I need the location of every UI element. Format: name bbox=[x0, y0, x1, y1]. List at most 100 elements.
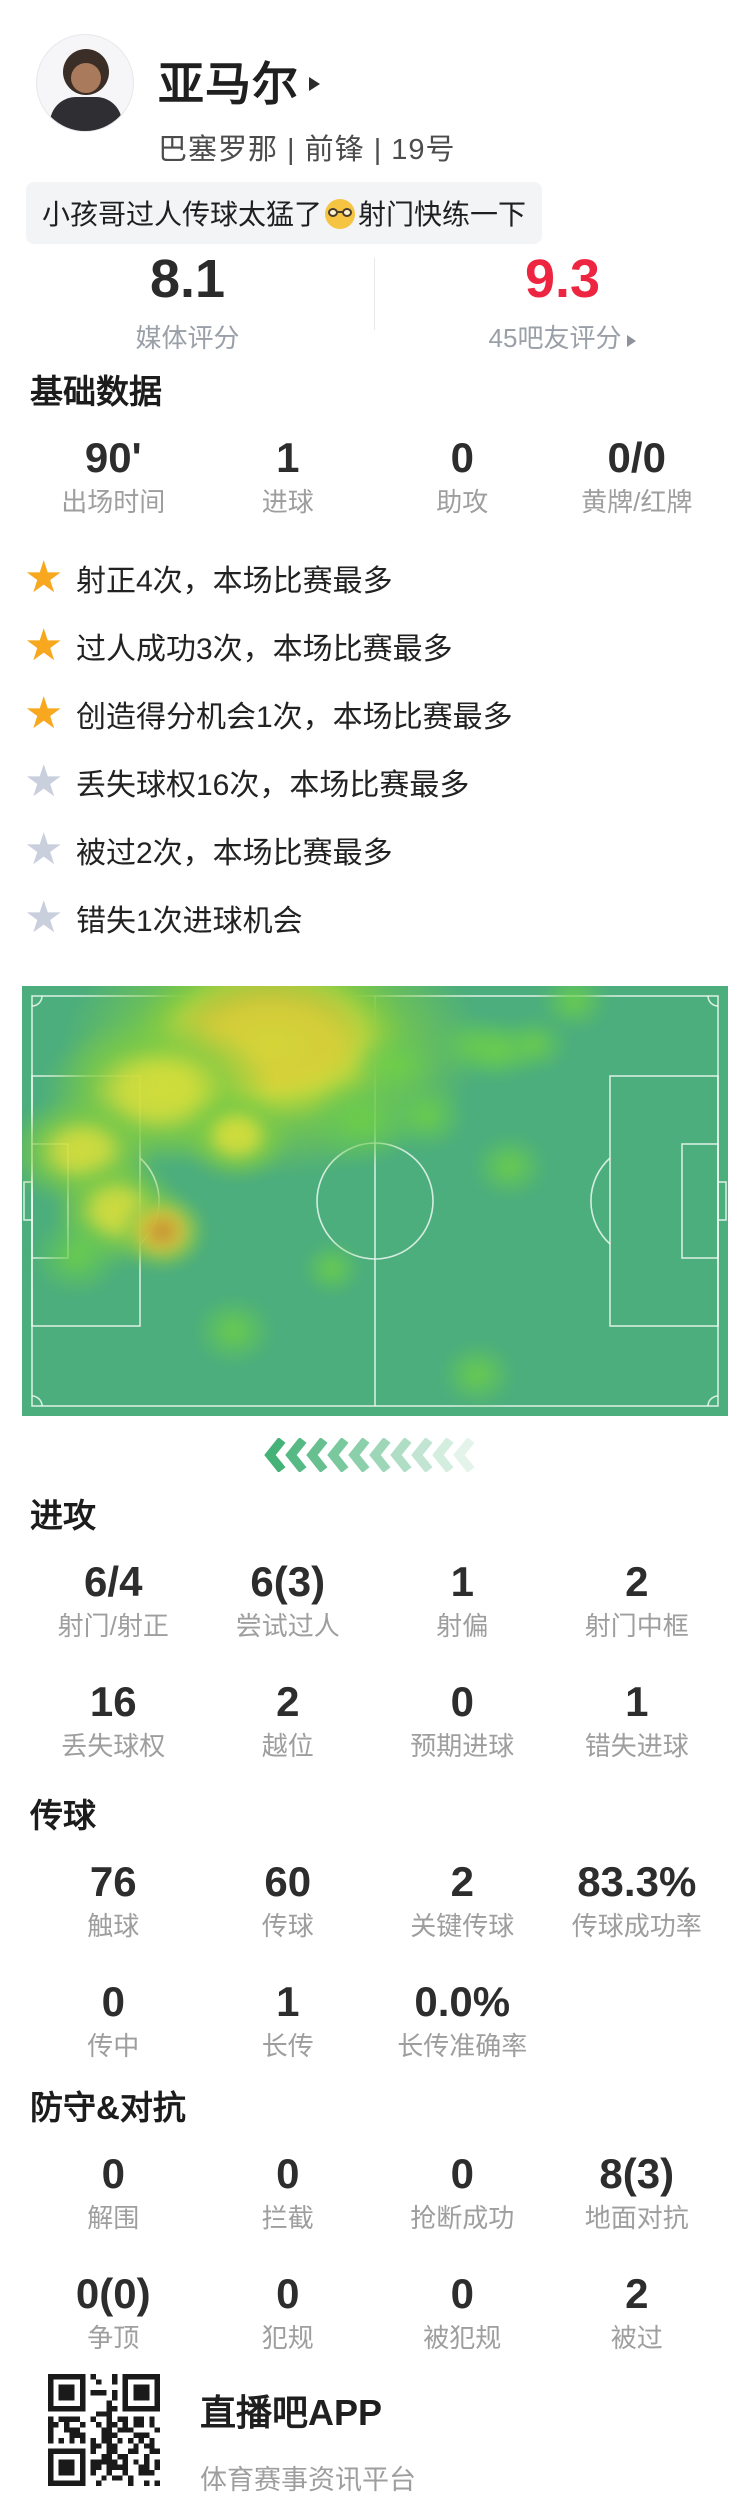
stat-label: 被过 bbox=[610, 2323, 663, 2353]
basic-stats-grid: 90' 出场时间 1 进球 0 助攻 0/0 黄牌/红牌 bbox=[0, 434, 750, 517]
heat-blobs bbox=[22, 986, 728, 1416]
stat-value: 0 bbox=[450, 2270, 474, 2317]
stat-cell: 6(3) 尝试过人 bbox=[201, 1558, 376, 1641]
stat-cell: 83.3% 传球成功率 bbox=[550, 1858, 725, 1941]
media-rating-label: 媒体评分 bbox=[135, 323, 240, 353]
gold-star-icon: ★ bbox=[24, 689, 64, 738]
stat-label: 争顶 bbox=[87, 2323, 140, 2353]
stat-grid: 6/4 射门/射正 6(3) 尝试过人 1 射偏 2 射门中框 bbox=[0, 1558, 750, 1641]
comment-text-1: 小孩哥过人传球太猛了 bbox=[42, 199, 323, 230]
heat-blob-green bbox=[32, 1216, 122, 1296]
stat-value: 2 bbox=[450, 1858, 474, 1905]
stat-value: 90' bbox=[84, 434, 142, 481]
stat-value: 8(3) bbox=[599, 2150, 675, 2197]
stat-value: 76 bbox=[89, 1858, 137, 1905]
highlight-row: ★ 过人成功3次，本场比赛最多 bbox=[0, 612, 750, 680]
stat-value: 0 bbox=[101, 1978, 125, 2025]
stat-label: 抢断成功 bbox=[410, 2203, 515, 2233]
stat-value: 6(3) bbox=[250, 1558, 326, 1605]
stat-label: 犯规 bbox=[261, 2323, 314, 2353]
stat-value: 0.0% bbox=[414, 1978, 511, 2025]
heat-blob-yellow bbox=[182, 1091, 292, 1181]
player-header: 亚马尔 巴塞罗那 | 前锋 | 19号 小孩哥过人传球太猛了 射门快练一下 bbox=[0, 0, 750, 250]
section-title-basic: 基础数据 bbox=[30, 373, 162, 410]
section-title: 传球 bbox=[30, 1797, 96, 1834]
stat-cell: 0 抢断成功 bbox=[375, 2150, 550, 2233]
highlight-text: 射正4次，本场比赛最多 bbox=[76, 565, 393, 598]
stat-label: 长传准确率 bbox=[397, 2031, 528, 2061]
stat-cell: 1 射偏 bbox=[375, 1558, 550, 1641]
stat-label: 出场时间 bbox=[61, 487, 166, 517]
stat-label: 尝试过人 bbox=[235, 1611, 340, 1641]
stat-label: 传中 bbox=[87, 2031, 140, 2061]
highlight-row: ★ 射正4次，本场比赛最多 bbox=[0, 544, 750, 612]
highlight-text: 被过2次，本场比赛最多 bbox=[76, 837, 393, 870]
stat-value: 2 bbox=[625, 1558, 649, 1605]
stat-value: 83.3% bbox=[577, 1858, 697, 1905]
stat-label: 传球 bbox=[261, 1911, 314, 1941]
stat-label: 拦截 bbox=[261, 2203, 314, 2233]
stat-cell: 0 预期进球 bbox=[375, 1680, 550, 1761]
gray-star-icon: ★ bbox=[24, 757, 64, 806]
stat-label: 地面对抗 bbox=[584, 2203, 689, 2233]
stat-value: 1 bbox=[450, 1558, 474, 1605]
stat-cell: 90' 出场时间 bbox=[26, 434, 201, 517]
player-name[interactable]: 亚马尔 bbox=[158, 48, 320, 114]
stat-grid: 76 触球 60 传球 2 关键传球 83.3% 传球成功率 bbox=[0, 1858, 750, 1941]
heat-blob-green bbox=[471, 1133, 547, 1199]
gray-star-icon: ★ bbox=[24, 893, 64, 942]
stat-value: 2 bbox=[276, 1678, 300, 1725]
stat-label: 传球成功率 bbox=[571, 1911, 702, 1941]
highlight-row: ★ 被过2次，本场比赛最多 bbox=[0, 816, 750, 884]
stat-cell: 16 丢失球权 bbox=[26, 1680, 201, 1761]
stat-cell: 76 触球 bbox=[26, 1858, 201, 1941]
stat-label: 射门中框 bbox=[584, 1611, 689, 1641]
stat-value: 1 bbox=[625, 1678, 649, 1725]
stat-cell: 0.0% 长传准确率 bbox=[375, 1978, 550, 2061]
heat-blob-green bbox=[439, 1341, 515, 1407]
avatar[interactable] bbox=[36, 34, 134, 132]
heat-blob-orange bbox=[117, 1191, 207, 1271]
stat-grid: 0 解围 0 拦截 0 抢断成功 8(3) 地面对抗 bbox=[0, 2150, 750, 2233]
stat-value: 60 bbox=[264, 1858, 312, 1905]
name-arrow-icon bbox=[309, 77, 320, 91]
doge-emoji bbox=[325, 199, 356, 229]
stat-grid: 0(0) 争顶 0 犯规 0 被犯规 2 被过 bbox=[0, 2270, 750, 2353]
footer: 直播吧APP 体育赛事资讯平台 bbox=[0, 2374, 750, 2497]
stat-value: 0/0 bbox=[607, 434, 666, 481]
stat-label: 越位 bbox=[261, 1731, 314, 1761]
heatmap-pitch bbox=[22, 986, 728, 1416]
stat-value: 0 bbox=[450, 2150, 474, 2197]
stat-label: 解围 bbox=[87, 2203, 140, 2233]
stat-label: 射门/射正 bbox=[57, 1611, 169, 1641]
stat-label: 射偏 bbox=[436, 1611, 489, 1641]
stat-cell: 0 被犯规 bbox=[375, 2270, 550, 2353]
gold-star-icon: ★ bbox=[24, 621, 64, 670]
stat-cell: 8(3) 地面对抗 bbox=[550, 2150, 725, 2233]
stat-cell: 1 错失进球 bbox=[550, 1678, 725, 1761]
stat-grid: 0 传中 1 长传 0.0% 长传准确率 bbox=[0, 1978, 750, 2061]
stat-cell: 0/0 黄牌/红牌 bbox=[550, 434, 725, 517]
fans-rating-arrow-icon bbox=[627, 335, 637, 347]
highlight-row: ★ 创造得分机会1次，本场比赛最多 bbox=[0, 680, 750, 748]
comment-text-2: 射门快练一下 bbox=[358, 199, 527, 230]
stat-cell: 0 解围 bbox=[26, 2152, 201, 2233]
player-name-text: 亚马尔 bbox=[158, 58, 299, 110]
stat-label: 关键传球 bbox=[410, 1911, 515, 1941]
stat-value: 1 bbox=[276, 434, 300, 481]
stat-cell: 0 拦截 bbox=[201, 2152, 376, 2233]
stat-value: 0(0) bbox=[75, 2270, 151, 2317]
stat-cell: 1 长传 bbox=[201, 1978, 376, 2061]
stat-value: 0 bbox=[276, 2270, 300, 2317]
highlight-row: ★ 错失1次进球机会 bbox=[0, 884, 750, 952]
attack-direction-chevrons-icon bbox=[0, 1437, 750, 1473]
stat-label: 长传 bbox=[261, 2031, 314, 2061]
player-meta: 巴塞罗那 | 前锋 | 19号 bbox=[158, 134, 456, 166]
comment-bubble: 小孩哥过人传球太猛了 射门快练一下 bbox=[26, 182, 543, 244]
highlight-text: 过人成功3次，本场比赛最多 bbox=[76, 633, 453, 666]
highlight-text: 丢失球权16次，本场比赛最多 bbox=[76, 769, 470, 802]
fans-rating[interactable]: 9.3 45吧友评分 bbox=[375, 250, 750, 354]
highlight-row: ★ 丢失球权16次，本场比赛最多 bbox=[0, 748, 750, 816]
stat-label: 被犯规 bbox=[423, 2323, 502, 2353]
stat-value: 1 bbox=[276, 1978, 300, 2025]
